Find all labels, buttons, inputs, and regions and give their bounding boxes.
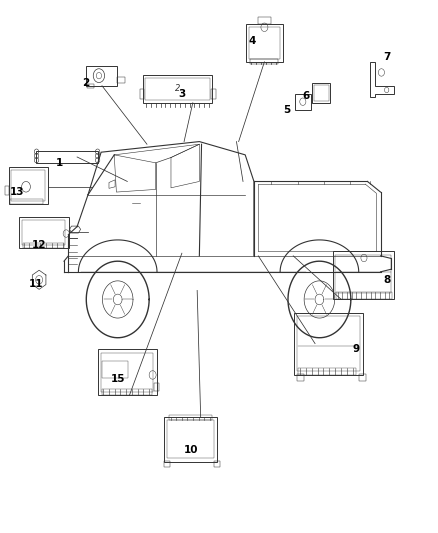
Bar <box>117 77 125 83</box>
Text: 3: 3 <box>178 88 186 99</box>
Text: 15: 15 <box>110 374 125 384</box>
Bar <box>143 75 212 103</box>
Bar <box>86 66 117 86</box>
Bar <box>102 389 152 395</box>
Text: 1: 1 <box>56 158 63 168</box>
Bar <box>258 17 272 23</box>
Bar <box>332 251 394 300</box>
Bar <box>163 461 170 467</box>
Bar <box>335 255 391 293</box>
Bar <box>11 169 45 200</box>
Bar <box>19 217 69 248</box>
Text: 11: 11 <box>29 279 44 288</box>
Bar <box>294 313 363 375</box>
Bar <box>297 316 360 371</box>
Text: 2: 2 <box>82 78 89 88</box>
Bar <box>154 383 159 391</box>
Bar <box>214 461 220 467</box>
Bar <box>211 90 215 99</box>
Text: 7: 7 <box>383 52 391 61</box>
Text: 5: 5 <box>283 104 290 115</box>
Bar <box>21 220 65 245</box>
Bar <box>145 78 210 100</box>
Text: 8: 8 <box>384 275 391 285</box>
Bar <box>246 23 283 62</box>
Bar <box>22 243 64 248</box>
Bar <box>9 166 48 204</box>
Text: 12: 12 <box>32 240 46 250</box>
Text: 4: 4 <box>248 36 255 45</box>
Bar <box>87 84 94 88</box>
Bar <box>297 374 304 381</box>
Text: 2: 2 <box>175 84 180 93</box>
Bar <box>336 292 392 300</box>
Text: 9: 9 <box>353 344 360 354</box>
Text: 10: 10 <box>184 445 198 455</box>
Bar <box>314 85 328 101</box>
Text: 13: 13 <box>10 187 25 197</box>
Bar <box>102 361 128 378</box>
Bar <box>169 415 212 420</box>
Bar <box>36 151 98 163</box>
Bar <box>101 353 153 392</box>
Text: 6: 6 <box>303 91 310 101</box>
Bar <box>5 185 10 195</box>
Bar <box>359 374 366 381</box>
Bar <box>140 90 144 99</box>
Bar <box>298 368 356 375</box>
Bar <box>167 420 214 458</box>
Bar <box>249 27 280 59</box>
Bar <box>312 83 330 103</box>
Bar <box>250 59 278 64</box>
Bar <box>11 199 42 204</box>
Bar <box>98 350 156 395</box>
Bar <box>164 417 217 462</box>
Bar <box>294 94 311 110</box>
